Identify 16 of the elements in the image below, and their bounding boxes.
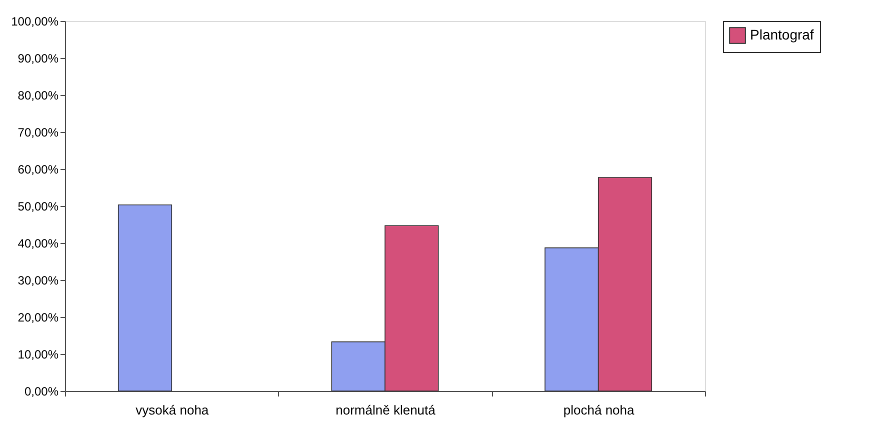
x-tick-label: vysoká noha	[136, 402, 210, 418]
y-tick-label: 0,00%	[24, 384, 59, 398]
y-tick-label: 70,00%	[18, 126, 59, 140]
y-tick-label: 10,00%	[18, 348, 59, 362]
y-tick-label: 100,00%	[11, 14, 59, 28]
y-tick-label: 90,00%	[18, 52, 59, 66]
y-tick-label: 60,00%	[18, 162, 59, 176]
legend-label: Plantograf	[750, 26, 814, 42]
y-tick-label: 40,00%	[18, 236, 59, 250]
x-tick-label: plochá noha	[563, 402, 636, 418]
y-tick-label: 20,00%	[18, 310, 59, 324]
y-tick-label: 30,00%	[18, 274, 59, 288]
y-tick-label: 80,00%	[18, 88, 59, 102]
bar	[118, 204, 172, 392]
y-tick-label: 50,00%	[18, 200, 59, 214]
x-tick-label: normálně klenutá	[336, 402, 436, 418]
